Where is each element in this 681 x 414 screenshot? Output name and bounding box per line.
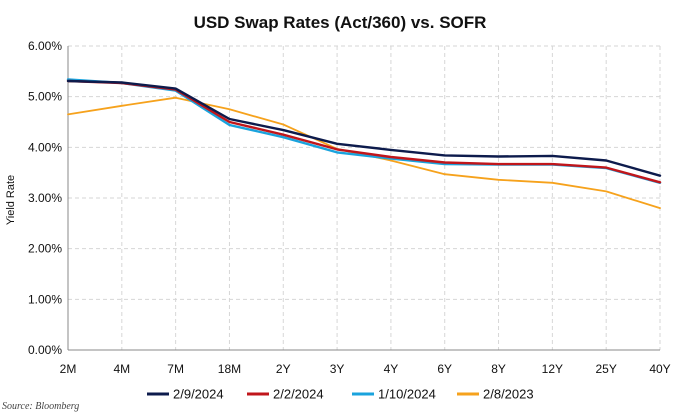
x-tick-label: 3Y — [330, 362, 345, 376]
x-tick-label: 40Y — [649, 362, 670, 376]
axes — [67, 46, 660, 351]
y-tick-label: 6.00% — [28, 39, 62, 53]
grid — [68, 45, 661, 350]
legend-label: 2/8/2023 — [483, 387, 534, 402]
y-axis-label: Yield Rate — [5, 175, 17, 225]
x-tick-label: 2Y — [276, 362, 291, 376]
y-tick-label: 3.00% — [28, 191, 62, 205]
x-tick-label: 18M — [218, 362, 241, 376]
legend-label: 2/9/2024 — [173, 387, 224, 402]
x-tick-label: 4Y — [384, 362, 399, 376]
y-tick-label: 0.00% — [28, 343, 62, 357]
legend-label: 2/2/2024 — [273, 387, 324, 402]
x-tick-label: 6Y — [437, 362, 452, 376]
y-tick-label: 5.00% — [28, 90, 62, 104]
y-tick-label: 2.00% — [28, 242, 62, 256]
x-tick-label: 12Y — [542, 362, 563, 376]
series-line-3 — [66, 78, 662, 185]
series-lines — [66, 78, 662, 210]
legend-label: 1/10/2024 — [378, 387, 436, 402]
x-axis-ticks: 2M 4M 7M 18M 2Y 3Y 4Y 6Y 8Y 12Y 25Y 40Y — [60, 362, 671, 376]
x-tick-label: 7M — [167, 362, 184, 376]
x-tick-label: 2M — [60, 362, 77, 376]
legend: 2/9/2024 2/2/2024 1/10/2024 2/8/2023 — [147, 387, 534, 402]
y-axis-ticks: 0.00% 1.00% 2.00% 3.00% 4.00% 5.00% 6.00% — [28, 39, 62, 357]
x-tick-label: 4M — [113, 362, 130, 376]
x-tick-label: 8Y — [491, 362, 506, 376]
y-tick-label: 1.00% — [28, 292, 62, 306]
y-tick-label: 4.00% — [28, 140, 62, 154]
x-tick-label: 25Y — [596, 362, 617, 376]
chart-title: USD Swap Rates (Act/360) vs. SOFR — [194, 13, 487, 32]
source-note: Source: Bloomberg — [2, 401, 79, 412]
series-line-1 — [66, 79, 662, 177]
